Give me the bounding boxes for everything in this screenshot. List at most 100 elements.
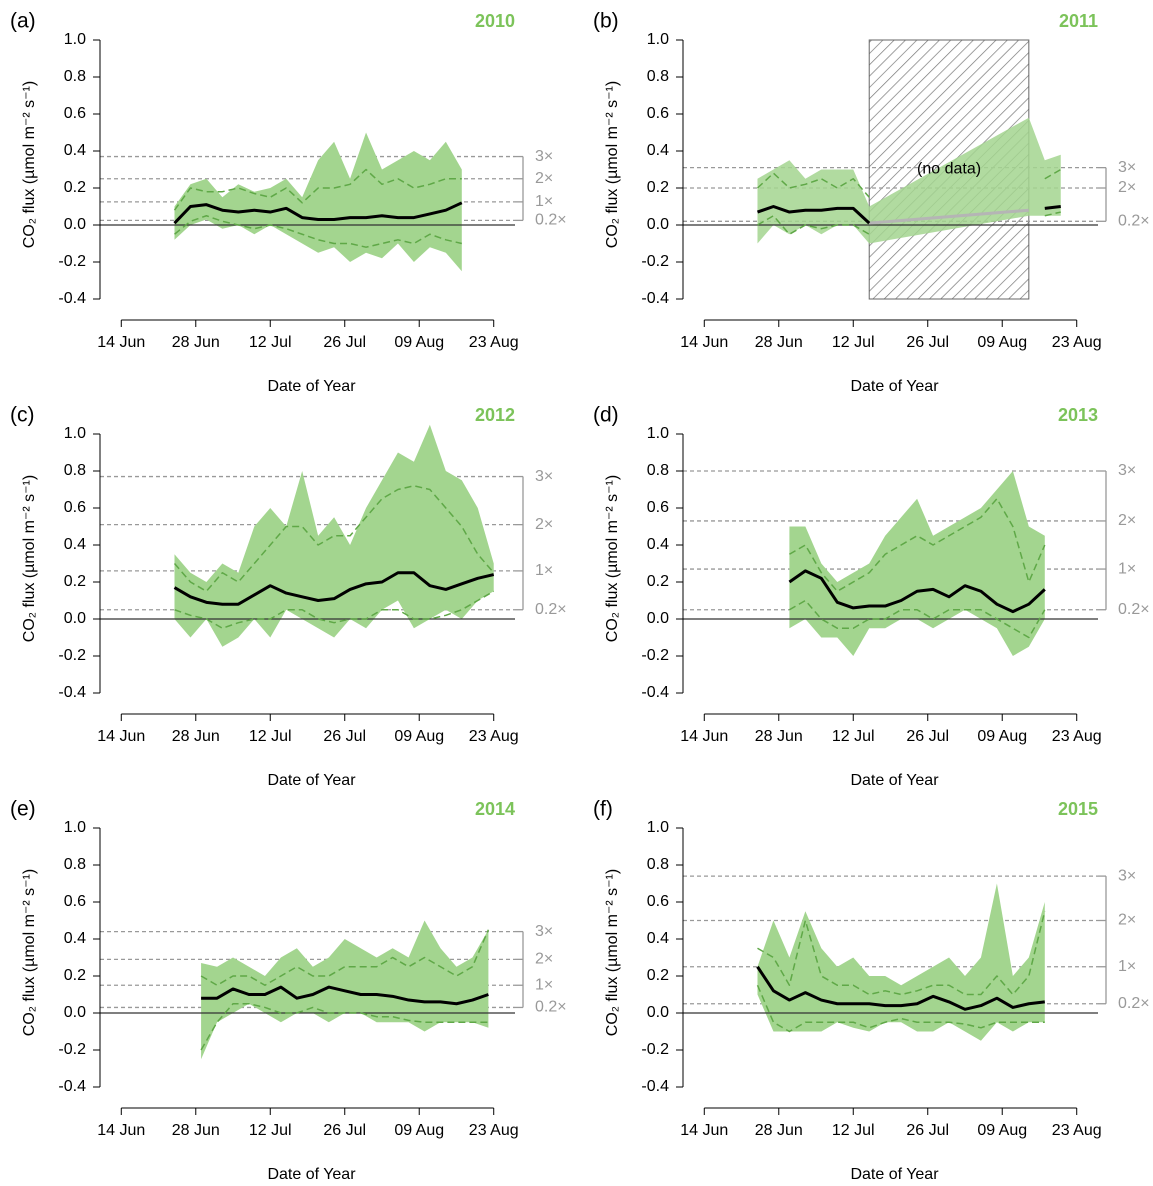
panel: 3× 2× 1× 0.2× -0.4 -0.2 0.0 0.2 0.4 0.6 0.8 1.0 14 J… [10, 798, 567, 1184]
y-tick-label: 0.0 [647, 216, 669, 233]
range-band [789, 471, 1045, 656]
x-tick-label: 09 Aug [977, 1122, 1027, 1139]
x-tick-label: 26 Jul [323, 728, 366, 745]
y-tick-label: 1.0 [64, 425, 86, 442]
x-tick-label: 26 Jul [323, 1122, 366, 1139]
chart-title: 2014 [475, 799, 515, 819]
y-tick-label: -0.4 [641, 1078, 669, 1095]
chart-title: 2015 [1058, 799, 1098, 819]
y-tick-label: 0.6 [64, 499, 86, 516]
x-axis-title: Date of Year [850, 378, 939, 395]
y-tick-label: 0.8 [647, 856, 669, 873]
dashed-line [789, 599, 1046, 639]
reference-label: 2× [535, 170, 553, 187]
y-tick-label: 0.4 [647, 142, 669, 159]
y-tick-label: 0.6 [647, 105, 669, 122]
x-tick-label: 26 Jul [323, 334, 366, 351]
x-axis-title: Date of Year [267, 772, 356, 789]
panel-label: (f) [593, 798, 613, 821]
reference-label: 3× [1118, 159, 1136, 176]
x-tick-label: 12 Jul [249, 728, 292, 745]
y-axis-title: CO₂ flux (µmol m⁻² s⁻¹) [21, 81, 38, 248]
y-tick-label: 0.2 [647, 573, 669, 590]
reference-label: 3× [535, 468, 553, 485]
x-tick-label: 28 Jun [755, 728, 803, 745]
y-tick-label: 0.4 [647, 536, 669, 553]
x-tick-label: 12 Jul [832, 334, 875, 351]
y-tick-label: 0.4 [64, 142, 86, 159]
range-band [174, 132, 462, 272]
reference-label: 2× [535, 951, 553, 968]
y-tick-label: 0.6 [64, 893, 86, 910]
y-tick-label: 0.2 [647, 179, 669, 196]
y-tick-label: 0.2 [64, 179, 86, 196]
y-tick-label: 1.0 [647, 819, 669, 836]
x-tick-label: 12 Jul [249, 1122, 292, 1139]
y-tick-label: -0.2 [641, 1041, 669, 1058]
trend-line [869, 208, 1029, 225]
y-tick-label: 0.2 [64, 967, 86, 984]
trend-line [173, 571, 495, 606]
reference-label: 2× [1118, 179, 1136, 196]
x-tick-label: 09 Aug [394, 728, 444, 745]
x-axis-title: Date of Year [267, 378, 356, 395]
x-tick-label: 14 Jun [97, 334, 145, 351]
y-tick-label: 0.8 [64, 462, 86, 479]
y-tick-label: -0.4 [58, 1078, 86, 1095]
y-tick-label: 0.2 [647, 967, 669, 984]
x-tick-label: 12 Jul [832, 1122, 875, 1139]
reference-label: 0.2× [1118, 213, 1150, 230]
reference-label: 2× [1118, 912, 1136, 929]
dashed-line [757, 211, 1061, 235]
y-tick-label: 1.0 [647, 31, 669, 48]
x-tick-label: 26 Jul [906, 1122, 949, 1139]
dashed-line [173, 168, 462, 211]
y-axis-title: CO₂ flux (µmol m⁻² s⁻¹) [604, 869, 621, 1036]
y-tick-label: 0.0 [64, 610, 86, 627]
reference-label: 1× [535, 976, 553, 993]
x-tick-label: 23 Aug [1052, 1122, 1102, 1139]
trend-line [788, 569, 1046, 614]
y-axis-title: CO₂ flux (µmol m⁻² s⁻¹) [21, 475, 38, 642]
panel-label: (b) [593, 10, 619, 33]
dashed-line [756, 984, 1045, 1033]
x-axis-title: Date of Year [267, 1166, 356, 1183]
x-tick-label: 28 Jun [172, 334, 220, 351]
y-tick-label: 0.0 [64, 1004, 86, 1021]
panel: 3× 2× 1× 0.2× -0.4 -0.2 0.0 0.2 0.4 0.6 0.8 1.0 14 J… [10, 404, 567, 790]
y-tick-label: -0.2 [641, 253, 669, 270]
y-tick-label: 0.6 [647, 499, 669, 516]
panel-label: (c) [10, 404, 35, 427]
x-tick-label: 12 Jul [249, 334, 292, 351]
dashed-line [174, 590, 495, 629]
y-tick-label: 0.8 [64, 68, 86, 85]
x-tick-label: 23 Aug [1052, 334, 1102, 351]
x-tick-label: 09 Aug [977, 334, 1027, 351]
reference-label: 1× [535, 562, 553, 579]
y-tick-label: 0.4 [64, 536, 86, 553]
x-tick-label: 28 Jun [172, 728, 220, 745]
y-tick-label: -0.4 [641, 684, 669, 701]
y-axis-title: CO₂ flux (µmol m⁻² s⁻¹) [21, 869, 38, 1036]
reference-label: 1× [1118, 958, 1136, 975]
panel: 3× 2× 1× 0.2× -0.4 -0.2 0.0 0.2 0.4 0.6 0.8 1.0 14 J… [10, 10, 567, 396]
reference-label: 0.2× [535, 999, 567, 1016]
trend-line [756, 205, 1061, 225]
range-band [174, 424, 494, 647]
reference-label: 3× [1118, 867, 1136, 884]
panel-label: (d) [593, 404, 619, 427]
dashed-line [200, 929, 490, 986]
panel-label: (a) [10, 10, 36, 33]
chart-title: 2010 [475, 11, 515, 31]
reference-label: 0.2× [535, 212, 567, 229]
reference-label: 3× [1118, 462, 1136, 479]
dashed-line [756, 168, 1062, 198]
y-tick-label: 0.2 [64, 573, 86, 590]
y-axis-title: CO₂ flux (µmol m⁻² s⁻¹) [604, 475, 621, 642]
x-tick-label: 14 Jun [680, 1122, 728, 1139]
y-tick-label: 0.0 [647, 1004, 669, 1021]
x-tick-label: 23 Aug [469, 334, 519, 351]
chart-title: 2013 [1058, 405, 1098, 425]
panel-label: (e) [10, 798, 36, 821]
